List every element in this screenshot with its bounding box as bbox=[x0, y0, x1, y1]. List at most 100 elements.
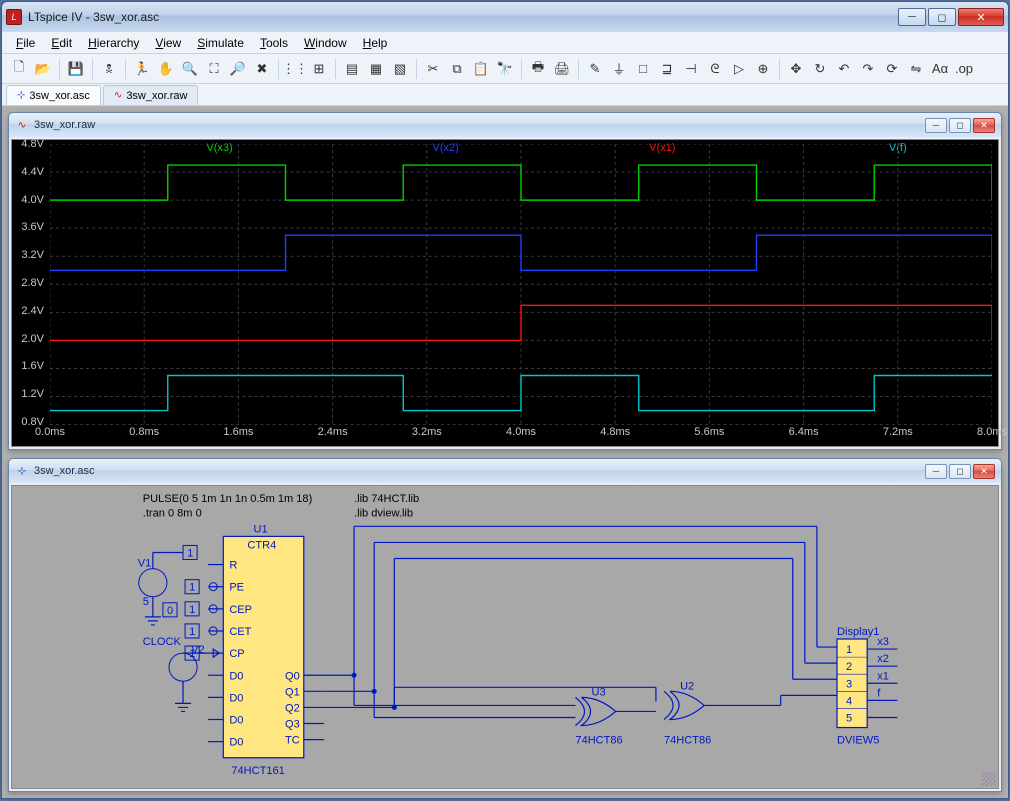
schematic-maximize-button[interactable]: ◻ bbox=[949, 464, 971, 479]
rotate-icon[interactable]: ⟳ bbox=[881, 58, 903, 80]
maximize-button[interactable]: ◻ bbox=[928, 8, 956, 26]
svg-text:74HCT86: 74HCT86 bbox=[575, 735, 622, 747]
cascade-icon[interactable]: ▤ bbox=[341, 58, 363, 80]
schematic-canvas[interactable]: PULSE(0 5 1m 1n 1n 0.5m 1m 18) .tran 0 8m… bbox=[11, 485, 999, 789]
tab-3sw_xor-asc[interactable]: ⊹3sw_xor.asc bbox=[6, 85, 101, 105]
spice-directive-icon[interactable]: .op bbox=[953, 58, 975, 80]
autorange-icon[interactable]: ⋮⋮ bbox=[284, 58, 306, 80]
svg-text:.tran 0 8m 0: .tran 0 8m 0 bbox=[143, 507, 202, 519]
svg-text:PULSE(0 5 1m 1n 1n 0.5m 1m 18): PULSE(0 5 1m 1n 1n 0.5m 1m 18) bbox=[143, 493, 312, 505]
svg-text:Q3: Q3 bbox=[285, 719, 300, 731]
pan-icon[interactable]: ✋ bbox=[155, 58, 177, 80]
new-file-icon[interactable]: 🗋 bbox=[8, 58, 30, 80]
print-setup-icon[interactable]: 🖨 bbox=[551, 58, 573, 80]
cut-icon[interactable]: ✂ bbox=[422, 58, 444, 80]
waveform-minimize-button[interactable]: ─ bbox=[925, 118, 947, 133]
schematic-svg: PULSE(0 5 1m 1n 1n 0.5m 1m 18) .tran 0 8m… bbox=[12, 486, 998, 788]
tab-icon: ⊹ bbox=[17, 90, 25, 101]
label-icon[interactable]: □ bbox=[632, 58, 654, 80]
minimize-button[interactable]: ─ bbox=[898, 8, 926, 26]
menu-window[interactable]: Window bbox=[296, 34, 355, 52]
draw-wire-icon[interactable]: ✎ bbox=[584, 58, 606, 80]
mirror-icon[interactable]: ⇋ bbox=[905, 58, 927, 80]
tile-icon[interactable]: ⊞ bbox=[308, 58, 330, 80]
y-tick-label: 2.8V bbox=[21, 277, 44, 289]
text-icon[interactable]: Aα bbox=[929, 58, 951, 80]
y-axis-labels: 4.8V4.4V4.0V3.6V3.2V2.8V2.4V2.0V1.6V1.2V… bbox=[12, 144, 48, 422]
svg-text:f: f bbox=[877, 687, 881, 699]
zoom-in-icon[interactable]: 🔍 bbox=[179, 58, 201, 80]
toolbar-separator bbox=[278, 59, 279, 79]
close-button[interactable]: ✕ bbox=[958, 8, 1004, 26]
x-tick-label: 4.8ms bbox=[600, 426, 630, 438]
move-icon[interactable]: ✥ bbox=[785, 58, 807, 80]
titlebar[interactable]: L LTspice IV - 3sw_xor.asc ─ ◻ ✕ bbox=[2, 2, 1008, 32]
save-icon[interactable]: 💾 bbox=[65, 58, 87, 80]
svg-text:Q1: Q1 bbox=[285, 686, 300, 698]
svg-text:5: 5 bbox=[143, 596, 149, 608]
waveform-plot[interactable]: 4.8V4.4V4.0V3.6V3.2V2.8V2.4V2.0V1.6V1.2V… bbox=[11, 139, 999, 447]
menu-simulate[interactable]: Simulate bbox=[189, 34, 252, 52]
zoom-out-icon[interactable]: 🔎 bbox=[227, 58, 249, 80]
x-tick-label: 4.0ms bbox=[506, 426, 536, 438]
resistor-icon[interactable]: ⊒ bbox=[656, 58, 678, 80]
find-icon[interactable]: 🔭 bbox=[494, 58, 516, 80]
y-tick-label: 3.2V bbox=[21, 249, 44, 261]
menu-edit[interactable]: Edit bbox=[43, 34, 80, 52]
tab-3sw_xor-raw[interactable]: ∿3sw_xor.raw bbox=[103, 85, 199, 105]
x-tick-label: 0.0ms bbox=[35, 426, 65, 438]
svg-text:Display1: Display1 bbox=[837, 626, 879, 638]
menu-file[interactable]: File bbox=[8, 34, 43, 52]
svg-text:D0: D0 bbox=[229, 737, 243, 749]
paste-icon[interactable]: 📋 bbox=[470, 58, 492, 80]
waveform-maximize-button[interactable]: ◻ bbox=[949, 118, 971, 133]
svg-text:U3: U3 bbox=[592, 686, 606, 698]
svg-text:Q2: Q2 bbox=[285, 702, 300, 714]
tile-v-icon[interactable]: ▧ bbox=[389, 58, 411, 80]
run-icon[interactable]: 🕱 bbox=[98, 58, 120, 80]
y-tick-label: 2.0V bbox=[21, 333, 44, 345]
menu-hierarchy[interactable]: Hierarchy bbox=[80, 34, 147, 52]
open-file-icon[interactable]: 📂 bbox=[32, 58, 54, 80]
menu-view[interactable]: View bbox=[147, 34, 189, 52]
waveform-close-button[interactable]: ✕ bbox=[973, 118, 995, 133]
print-icon[interactable]: 🖶 bbox=[527, 58, 549, 80]
schematic-titlebar[interactable]: ⊹ 3sw_xor.asc ─ ◻ ✕ bbox=[9, 459, 1001, 483]
zoom-area-icon[interactable]: ⛶ bbox=[203, 58, 225, 80]
schematic-minimize-button[interactable]: ─ bbox=[925, 464, 947, 479]
x-tick-label: 3.2ms bbox=[412, 426, 442, 438]
undo-icon[interactable]: ↶ bbox=[833, 58, 855, 80]
halt-icon[interactable]: 🏃 bbox=[131, 58, 153, 80]
schematic-close-button[interactable]: ✕ bbox=[973, 464, 995, 479]
toolbar-separator bbox=[335, 59, 336, 79]
menubar: FileEditHierarchyViewSimulateToolsWindow… bbox=[2, 32, 1008, 54]
waveform-icon: ∿ bbox=[15, 118, 29, 132]
document-tabbar: ⊹3sw_xor.asc∿3sw_xor.raw bbox=[2, 84, 1008, 106]
svg-text:.lib 74HCT.lib: .lib 74HCT.lib bbox=[354, 493, 419, 505]
diode-icon[interactable]: ▷ bbox=[728, 58, 750, 80]
drag-icon[interactable]: ↻ bbox=[809, 58, 831, 80]
capacitor-icon[interactable]: ⊣ bbox=[680, 58, 702, 80]
svg-text:PE: PE bbox=[229, 582, 244, 594]
svg-text:TC: TC bbox=[285, 735, 300, 747]
svg-text:V1: V1 bbox=[138, 558, 152, 570]
component-icon[interactable]: ⊕ bbox=[752, 58, 774, 80]
x-tick-label: 6.4ms bbox=[789, 426, 819, 438]
ground-icon[interactable]: ⏚ bbox=[608, 58, 630, 80]
inductor-icon[interactable]: ᘓ bbox=[704, 58, 726, 80]
waveform-title: 3sw_xor.raw bbox=[34, 119, 925, 131]
x-tick-label: 8.0ms bbox=[977, 426, 1007, 438]
svg-text:D0: D0 bbox=[229, 692, 243, 704]
copy-icon[interactable]: ⧉ bbox=[446, 58, 468, 80]
x-axis-labels: 0.0ms0.8ms1.6ms2.4ms3.2ms4.0ms4.8ms5.6ms… bbox=[50, 426, 992, 444]
menu-tools[interactable]: Tools bbox=[252, 34, 296, 52]
y-tick-label: 3.6V bbox=[21, 221, 44, 233]
menu-help[interactable]: Help bbox=[355, 34, 396, 52]
tile-h-icon[interactable]: ▦ bbox=[365, 58, 387, 80]
resize-grip-icon[interactable] bbox=[982, 772, 996, 786]
zoom-fit-icon[interactable]: ✖ bbox=[251, 58, 273, 80]
redo-icon[interactable]: ↷ bbox=[857, 58, 879, 80]
svg-text:3: 3 bbox=[846, 678, 852, 690]
y-tick-label: 4.0V bbox=[21, 194, 44, 206]
waveform-titlebar[interactable]: ∿ 3sw_xor.raw ─ ◻ ✕ bbox=[9, 113, 1001, 137]
